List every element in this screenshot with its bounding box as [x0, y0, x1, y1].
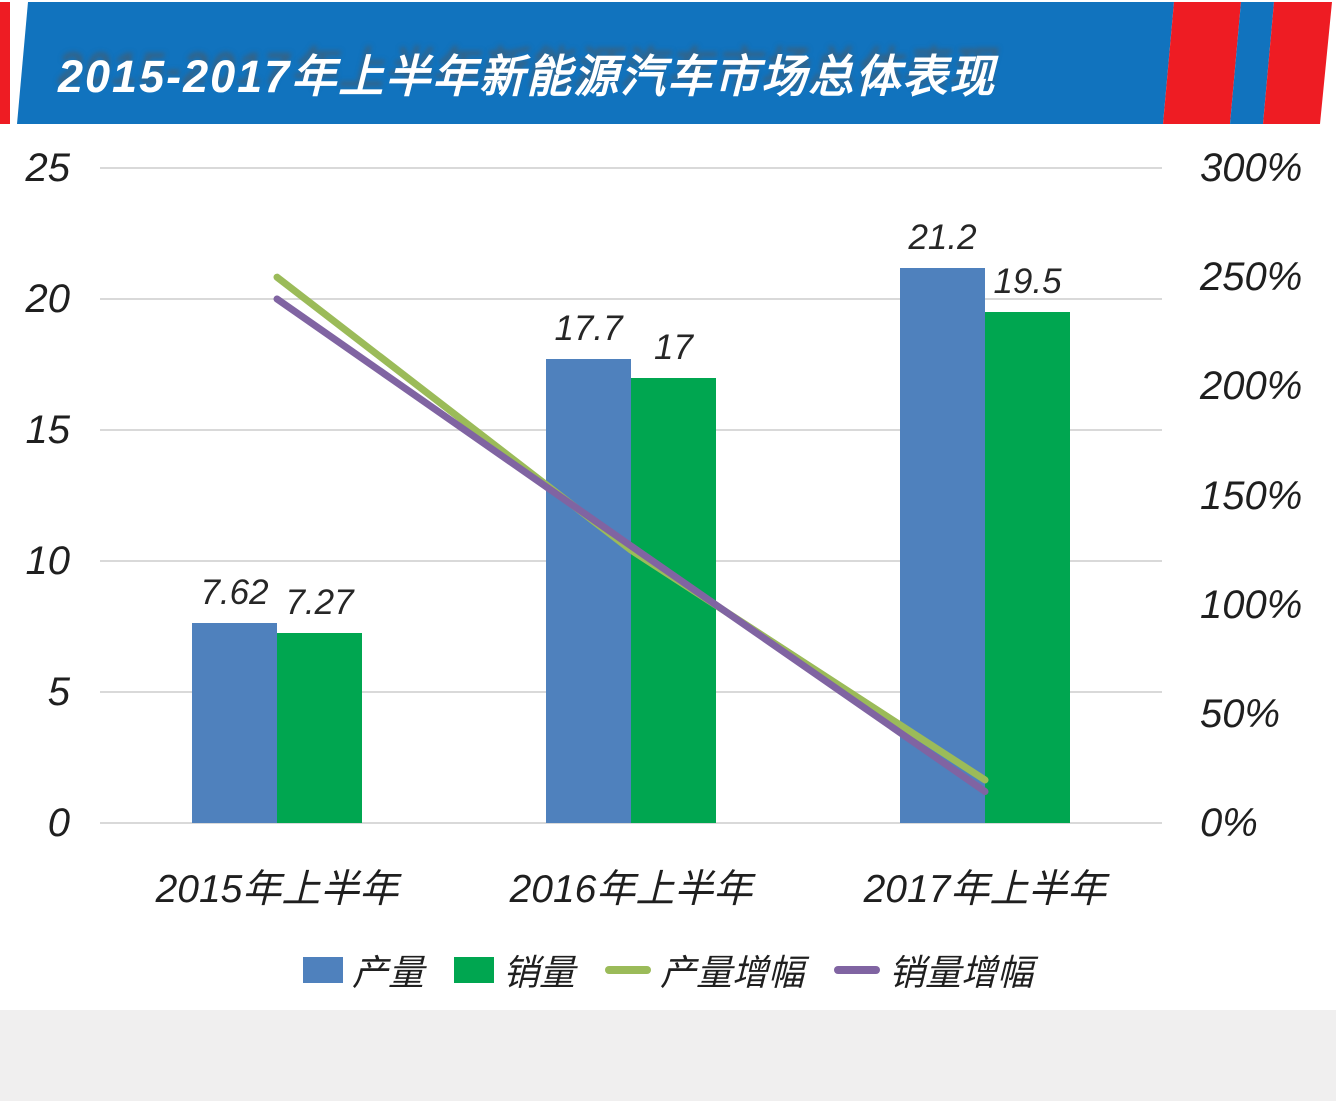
y-axis-tick-left: 25: [25, 146, 71, 190]
bar-value-label: 17: [654, 327, 693, 367]
y-axis-tick-right: 50%: [1200, 691, 1281, 736]
x-axis-label: 2017年上半年: [863, 868, 1107, 911]
production-bar: [192, 623, 277, 823]
page-title: 2015-2017年上半年新能源汽车市场总体表现: [58, 51, 997, 102]
y-axis-tick-left: 0: [47, 801, 70, 845]
legend-label: 销量: [502, 952, 575, 993]
y-axis-tick-right: 150%: [1200, 473, 1303, 518]
y-axis-tick-left: 10: [25, 539, 71, 583]
gridline: [100, 167, 1162, 169]
y-axis-tick-left: 5: [47, 670, 70, 714]
legend-label: 销量增幅: [889, 952, 1034, 993]
sales-bar: [631, 377, 716, 823]
bar-value-label: 21.2: [908, 217, 977, 257]
banner-red-stripe-1: [1163, 2, 1241, 124]
left-red-accent-bar: [0, 2, 10, 124]
legend-item-production: 产量: [302, 944, 424, 996]
sales-bar: [985, 312, 1070, 823]
legend-bar-swatch-icon: [302, 957, 343, 983]
footer-strip: IEV 智电汽车 汽车科技自媒体: [0, 1010, 1336, 1101]
y-axis-tick-right: 300%: [1200, 146, 1303, 190]
y-axis-tick-right: 0%: [1200, 801, 1258, 845]
legend-line-swatch-icon: [834, 966, 881, 974]
gridline: [100, 822, 1162, 824]
legend-item-production-growth: 产量增幅: [605, 944, 804, 996]
chart-legend: 产量 销量 产量增幅 销量增幅: [0, 944, 1336, 996]
banner-blue-background: [17, 2, 1174, 124]
y-axis-tick-left: 20: [25, 277, 71, 321]
production-bar: [900, 267, 985, 823]
legend-label: 产量: [351, 952, 424, 993]
y-axis-tick-left: 15: [25, 408, 71, 452]
y-axis-tick-right: 100%: [1200, 582, 1303, 627]
legend-item-sales-growth: 销量增幅: [834, 944, 1033, 996]
legend-label: 产量增幅: [660, 952, 805, 993]
sales-bar: [277, 632, 362, 823]
bar-value-label: 17.7: [554, 309, 623, 349]
legend-line-swatch-icon: [605, 966, 651, 974]
y-axis-tick-right: 250%: [1200, 255, 1303, 300]
header-banner: [0, 2, 1332, 124]
legend-item-sales: 销量: [453, 944, 575, 996]
y-axis-tick-right: 200%: [1200, 364, 1303, 409]
legend-bar-swatch-icon: [453, 957, 494, 983]
x-axis-label: 2015年上半年: [155, 868, 399, 911]
bar-value-label: 7.62: [200, 573, 269, 613]
bar-value-label: 7.27: [285, 582, 354, 622]
banner-red-stripe-2: [1263, 2, 1332, 124]
banner-blue-stripe: [1230, 2, 1274, 124]
production-bar: [546, 359, 631, 823]
bar-value-label: 19.5: [993, 262, 1062, 302]
x-axis-label: 2016年上半年: [509, 868, 753, 911]
